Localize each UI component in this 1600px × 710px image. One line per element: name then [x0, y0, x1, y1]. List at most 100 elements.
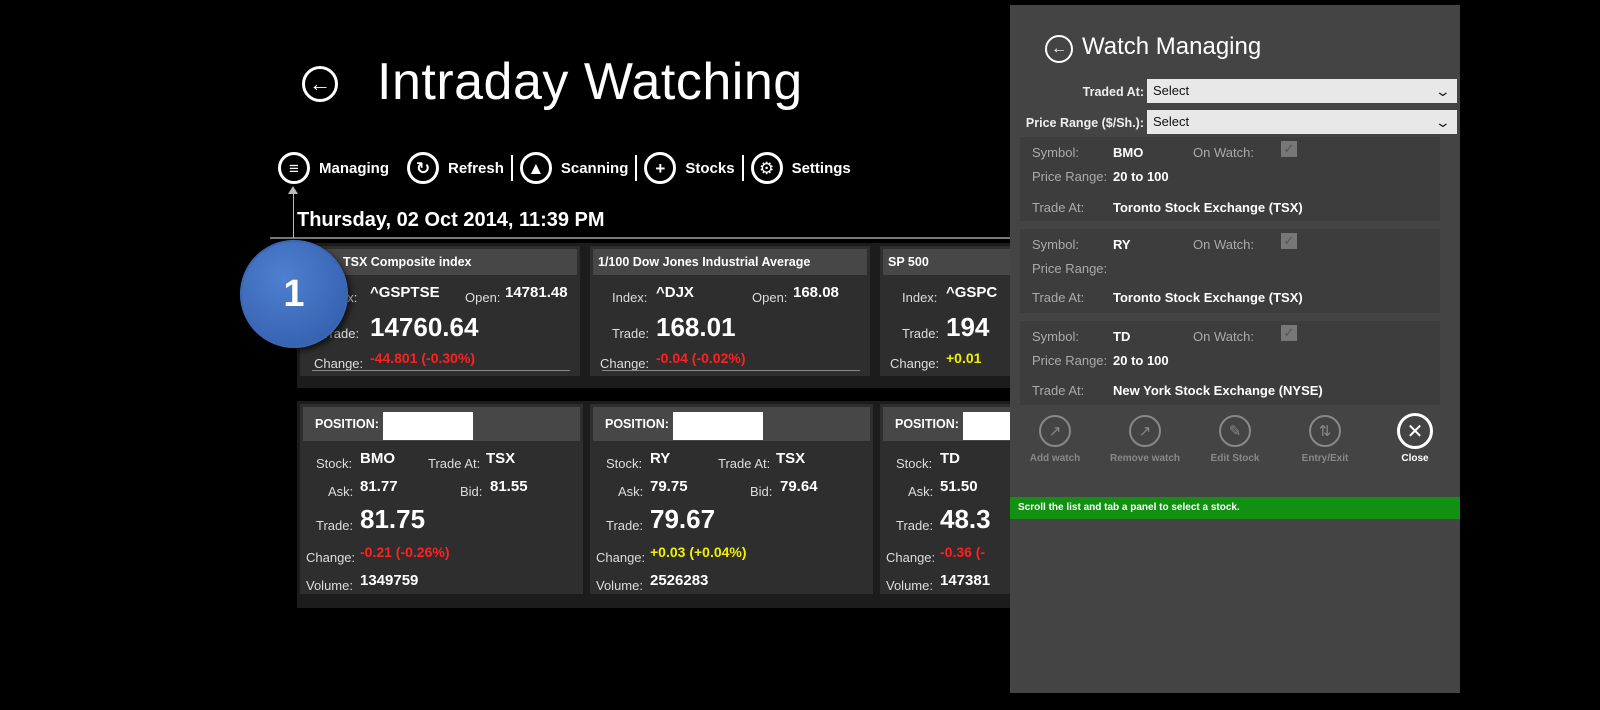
change-value: -0.04 (-0.02%): [656, 350, 746, 366]
stock-label: Stock:: [606, 456, 643, 471]
watch-entry-ry[interactable]: Symbol: RY On Watch: ✓ Price Range: Trad…: [1020, 229, 1440, 313]
volume-value: 2526283: [650, 572, 709, 589]
position-header: POSITION:: [593, 407, 870, 441]
toolbar-separator: [510, 155, 513, 181]
traded-at-select[interactable]: Select ⌄: [1147, 79, 1457, 103]
add-watch-button[interactable]: ↗ Add watch: [1010, 415, 1100, 464]
trade-at-label: Trade At:: [1032, 290, 1085, 305]
callout-pointer-line: [293, 190, 294, 238]
stocks-label: Stocks: [685, 159, 735, 177]
callout-arrow-icon: [288, 186, 298, 194]
card-title: 1/100 Dow Jones Industrial Average: [593, 249, 867, 275]
index-card-tsx[interactable]: TSX Composite index Index: ^GSPTSE Open:…: [300, 246, 580, 376]
on-watch-label: On Watch:: [1193, 329, 1254, 344]
position-cards-row: POSITION: Stock: BMO Trade At: TSX Ask: …: [297, 401, 1163, 608]
bid-label: Bid:: [460, 484, 483, 499]
volume-label: Volume:: [886, 578, 933, 593]
trade-at-value: New York Stock Exchange (NYSE): [1113, 383, 1323, 398]
scanning-label: Scanning: [560, 159, 629, 177]
scanning-button[interactable]: ▲ Scanning: [519, 152, 629, 184]
price-range-label: Price Range:: [1032, 353, 1108, 368]
symbol-value: RY: [1113, 237, 1131, 252]
divider: [270, 237, 1010, 239]
entry-exit-button[interactable]: ⇅ Entry/Exit: [1280, 415, 1370, 464]
open-value: 14781.48: [505, 284, 568, 301]
trade-at-label: Trade At:: [718, 456, 771, 471]
change-label: Change:: [306, 550, 356, 565]
index-card-djx[interactable]: 1/100 Dow Jones Industrial Average Index…: [590, 246, 870, 376]
index-value: ^DJX: [656, 284, 694, 301]
on-watch-label: On Watch:: [1193, 237, 1254, 252]
symbol-label: Symbol:: [1032, 145, 1079, 160]
symbol-label: Symbol:: [1032, 329, 1079, 344]
price-range-label: Price Range ($/Sh.):: [1025, 116, 1144, 130]
on-watch-checkbox[interactable]: ✓: [1281, 233, 1297, 249]
symbol-value: BMO: [1113, 145, 1144, 160]
back-button[interactable]: ←: [302, 66, 338, 102]
index-value: ^GSPC: [946, 284, 998, 301]
entry-exit-icon: ⇅: [1309, 415, 1341, 447]
refresh-label: Refresh: [448, 159, 504, 177]
change-label: Change:: [314, 356, 364, 371]
stocks-button[interactable]: + Stocks: [644, 152, 735, 184]
on-watch-checkbox[interactable]: ✓: [1281, 325, 1297, 341]
close-button[interactable]: ✕ Close: [1370, 413, 1460, 464]
trade-label: Trade:: [316, 518, 354, 533]
edit-stock-label: Edit Stock: [1210, 453, 1260, 464]
price-range-value: 20 to 100: [1113, 353, 1169, 368]
change-label: Change:: [890, 356, 940, 371]
stock-label: Stock:: [896, 456, 933, 471]
stock-value: TD: [940, 450, 960, 467]
position-name-field[interactable]: [383, 412, 473, 440]
change-label: Change:: [886, 550, 936, 565]
watch-entry-bmo[interactable]: Symbol: BMO On Watch: ✓ Price Range: 20 …: [1020, 137, 1440, 221]
remove-watch-button[interactable]: ↗ Remove watch: [1100, 415, 1190, 464]
chevron-down-icon: ⌄: [1434, 83, 1452, 99]
position-header: POSITION:: [303, 407, 580, 441]
watch-entry-td[interactable]: Symbol: TD On Watch: ✓ Price Range: 20 t…: [1020, 321, 1440, 405]
on-watch-checkbox[interactable]: ✓: [1281, 141, 1297, 157]
bid-value: 79.64: [780, 478, 818, 495]
ask-label: Ask:: [908, 484, 934, 499]
on-watch-label: On Watch:: [1193, 145, 1254, 160]
volume-value: 1349759: [360, 572, 419, 589]
managing-label: Managing: [319, 159, 389, 177]
volume-label: Volume:: [306, 578, 353, 593]
edit-icon: ✎: [1219, 415, 1251, 447]
toolbar-separator: [635, 155, 638, 181]
remove-watch-label: Remove watch: [1109, 453, 1181, 464]
price-range-value: Select: [1153, 114, 1190, 129]
refresh-button[interactable]: ↻ Refresh: [407, 152, 504, 184]
trade-at-label: Trade At:: [1032, 200, 1085, 215]
open-label: Open:: [465, 290, 501, 305]
managing-button[interactable]: ≡ Managing: [278, 152, 389, 184]
price-range-value: 20 to 100: [1113, 169, 1169, 184]
trade-at-label: Trade At:: [1032, 383, 1085, 398]
trade-value: 48.3: [940, 504, 991, 534]
change-value: -44.801 (-0.30%): [370, 350, 476, 366]
remove-watch-icon: ↗: [1129, 415, 1161, 447]
settings-button[interactable]: ⚙ Settings: [750, 152, 851, 184]
index-label: Index:: [612, 290, 648, 305]
ask-value: 79.75: [650, 478, 688, 495]
action-bar: ↗ Add watch ↗ Remove watch ✎ Edit Stock …: [1010, 405, 1460, 485]
ask-label: Ask:: [618, 484, 644, 499]
position-card-bmo[interactable]: POSITION: Stock: BMO Trade At: TSX Ask: …: [300, 404, 583, 594]
status-message: Scroll the list and tab a panel to selec…: [1010, 497, 1460, 519]
edit-stock-button[interactable]: ✎ Edit Stock: [1190, 415, 1280, 464]
panel-back-button[interactable]: ←: [1045, 35, 1073, 63]
trade-value: 168.01: [656, 312, 736, 342]
volume-value: 147381: [940, 572, 991, 589]
gear-icon: ⚙: [750, 152, 783, 184]
position-name-field[interactable]: [673, 412, 763, 440]
ask-label: Ask:: [328, 484, 354, 499]
position-card-ry[interactable]: POSITION: Stock: RY Trade At: TSX Ask: 7…: [590, 404, 873, 594]
change-label: Change:: [600, 356, 650, 371]
trade-at-value: TSX: [776, 450, 806, 467]
position-label: POSITION:: [605, 417, 669, 431]
toolbar: ≡ Managing ↻ Refresh ▲ Scanning + Stocks…: [278, 148, 851, 188]
volume-label: Volume:: [596, 578, 643, 593]
price-range-select[interactable]: Select ⌄: [1147, 110, 1457, 134]
back-arrow-icon: ←: [1051, 40, 1067, 57]
change-label: Change:: [596, 550, 646, 565]
